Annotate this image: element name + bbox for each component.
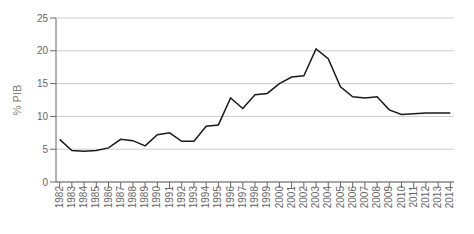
svg-text:1990: 1990	[151, 186, 162, 209]
svg-text:1994: 1994	[200, 186, 211, 209]
svg-text:2005: 2005	[335, 186, 346, 209]
svg-text:2001: 2001	[286, 186, 297, 209]
svg-text:2009: 2009	[383, 186, 394, 209]
svg-text:10: 10	[37, 111, 49, 122]
svg-text:1991: 1991	[164, 186, 175, 209]
svg-text:1993: 1993	[188, 186, 199, 209]
svg-text:1996: 1996	[225, 186, 236, 209]
svg-text:20: 20	[37, 45, 49, 56]
svg-text:1998: 1998	[249, 186, 260, 209]
svg-text:2014: 2014	[444, 186, 455, 209]
svg-text:1995: 1995	[212, 186, 223, 209]
svg-text:1984: 1984	[78, 186, 89, 209]
svg-text:2007: 2007	[359, 186, 370, 209]
svg-text:1997: 1997	[237, 186, 248, 209]
svg-text:15: 15	[37, 78, 49, 89]
svg-text:5: 5	[42, 144, 48, 155]
svg-text:2004: 2004	[322, 186, 333, 209]
svg-text:1983: 1983	[66, 186, 77, 209]
svg-text:2002: 2002	[298, 186, 309, 209]
svg-text:2000: 2000	[274, 186, 285, 209]
svg-text:1987: 1987	[115, 186, 126, 209]
svg-text:1982: 1982	[54, 186, 65, 209]
svg-text:1986: 1986	[103, 186, 114, 209]
svg-text:2011: 2011	[408, 186, 419, 208]
svg-text:1999: 1999	[261, 186, 272, 209]
svg-text:1985: 1985	[90, 186, 101, 209]
svg-text:1988: 1988	[127, 186, 138, 209]
svg-text:2008: 2008	[371, 186, 382, 209]
svg-text:% PIB: % PIB	[11, 85, 23, 116]
svg-text:1992: 1992	[176, 186, 187, 209]
svg-text:1989: 1989	[139, 186, 150, 209]
svg-text:2013: 2013	[432, 186, 443, 209]
svg-text:0: 0	[42, 177, 48, 188]
svg-text:25: 25	[37, 13, 49, 24]
svg-text:2010: 2010	[396, 186, 407, 209]
svg-text:2003: 2003	[310, 186, 321, 209]
svg-text:2006: 2006	[347, 186, 358, 209]
svg-text:2012: 2012	[420, 186, 431, 209]
